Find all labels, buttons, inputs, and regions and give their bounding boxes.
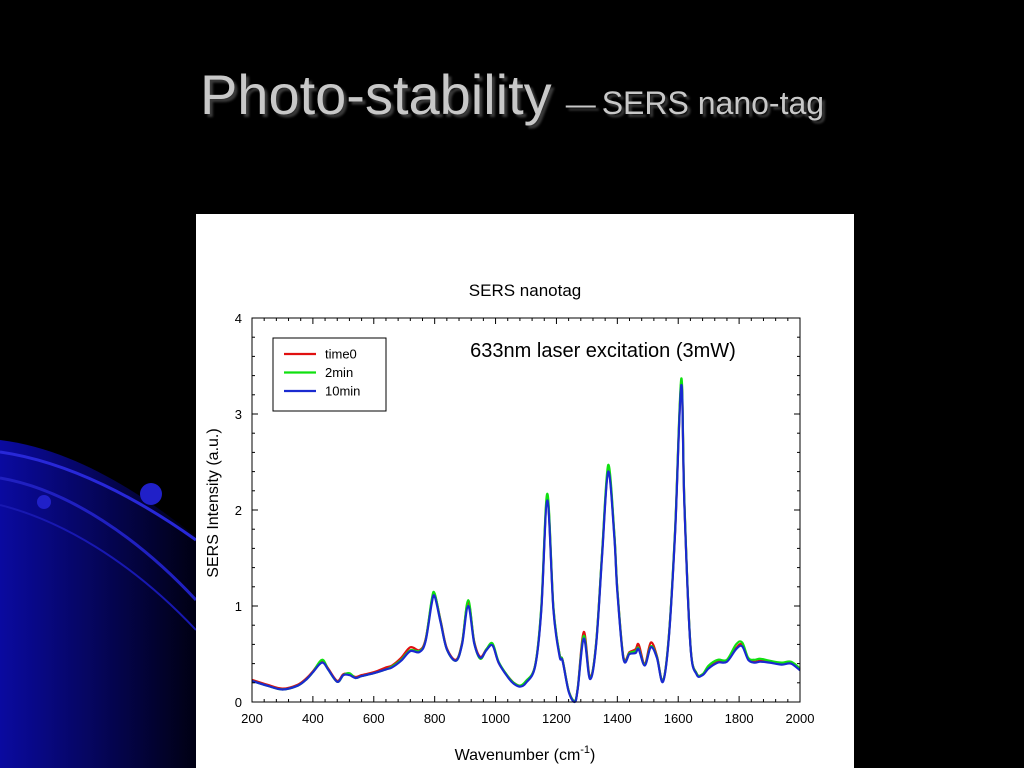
x-axis-label: Wavenumber (cm-1) bbox=[455, 744, 596, 764]
chart-title: SERS nanotag bbox=[469, 281, 581, 300]
slide-title: Photo-stability — SERS nano-tag bbox=[0, 62, 1024, 127]
x-tick-label: 600 bbox=[363, 711, 385, 726]
x-tick-label: 800 bbox=[424, 711, 446, 726]
slide-title-main: Photo-stability bbox=[199, 63, 552, 126]
x-tick-label: 400 bbox=[302, 711, 324, 726]
x-axis-label-sup: -1 bbox=[580, 744, 590, 756]
x-axis-label-end: ) bbox=[590, 747, 595, 764]
spectrum-chart: SERS nanotag 633nm laser excitation (3mW… bbox=[205, 281, 815, 764]
legend-box bbox=[272, 337, 387, 412]
legend-label-time0: time0 bbox=[325, 347, 357, 362]
y-tick-label: 1 bbox=[235, 599, 242, 614]
slide-title-sub: SERS nano-tag bbox=[601, 85, 825, 121]
x-tick-label: 200 bbox=[241, 711, 263, 726]
x-tick-label: 1400 bbox=[603, 711, 632, 726]
x-tick-label: 2000 bbox=[786, 711, 815, 726]
slide-title-dash: — bbox=[565, 88, 596, 121]
series-line-10min bbox=[251, 384, 801, 704]
legend-label-2min: 2min bbox=[325, 365, 353, 380]
y-tick-label: 4 bbox=[235, 311, 242, 326]
x-tick-label: 1200 bbox=[542, 711, 571, 726]
series-line-time0 bbox=[251, 381, 801, 703]
series-line-2min bbox=[251, 377, 801, 703]
x-tick-label: 1800 bbox=[725, 711, 754, 726]
chart-legend: time0 2min 10min bbox=[272, 337, 387, 412]
x-tick-label: 1000 bbox=[481, 711, 510, 726]
legend-label-10min: 10min bbox=[325, 384, 360, 399]
y-tick-label: 3 bbox=[235, 407, 242, 422]
chart-annotation: 633nm laser excitation (3mW) bbox=[470, 340, 736, 362]
x-axis-label-base: Wavenumber (cm bbox=[455, 747, 581, 764]
x-tick-label: 1600 bbox=[664, 711, 693, 726]
y-axis-label: SERS Intensity (a.u.) bbox=[205, 428, 222, 577]
chart-panel: SERS nanotag 633nm laser excitation (3mW… bbox=[196, 214, 854, 768]
y-tick-label: 0 bbox=[235, 695, 242, 710]
y-tick-label: 2 bbox=[235, 503, 242, 518]
